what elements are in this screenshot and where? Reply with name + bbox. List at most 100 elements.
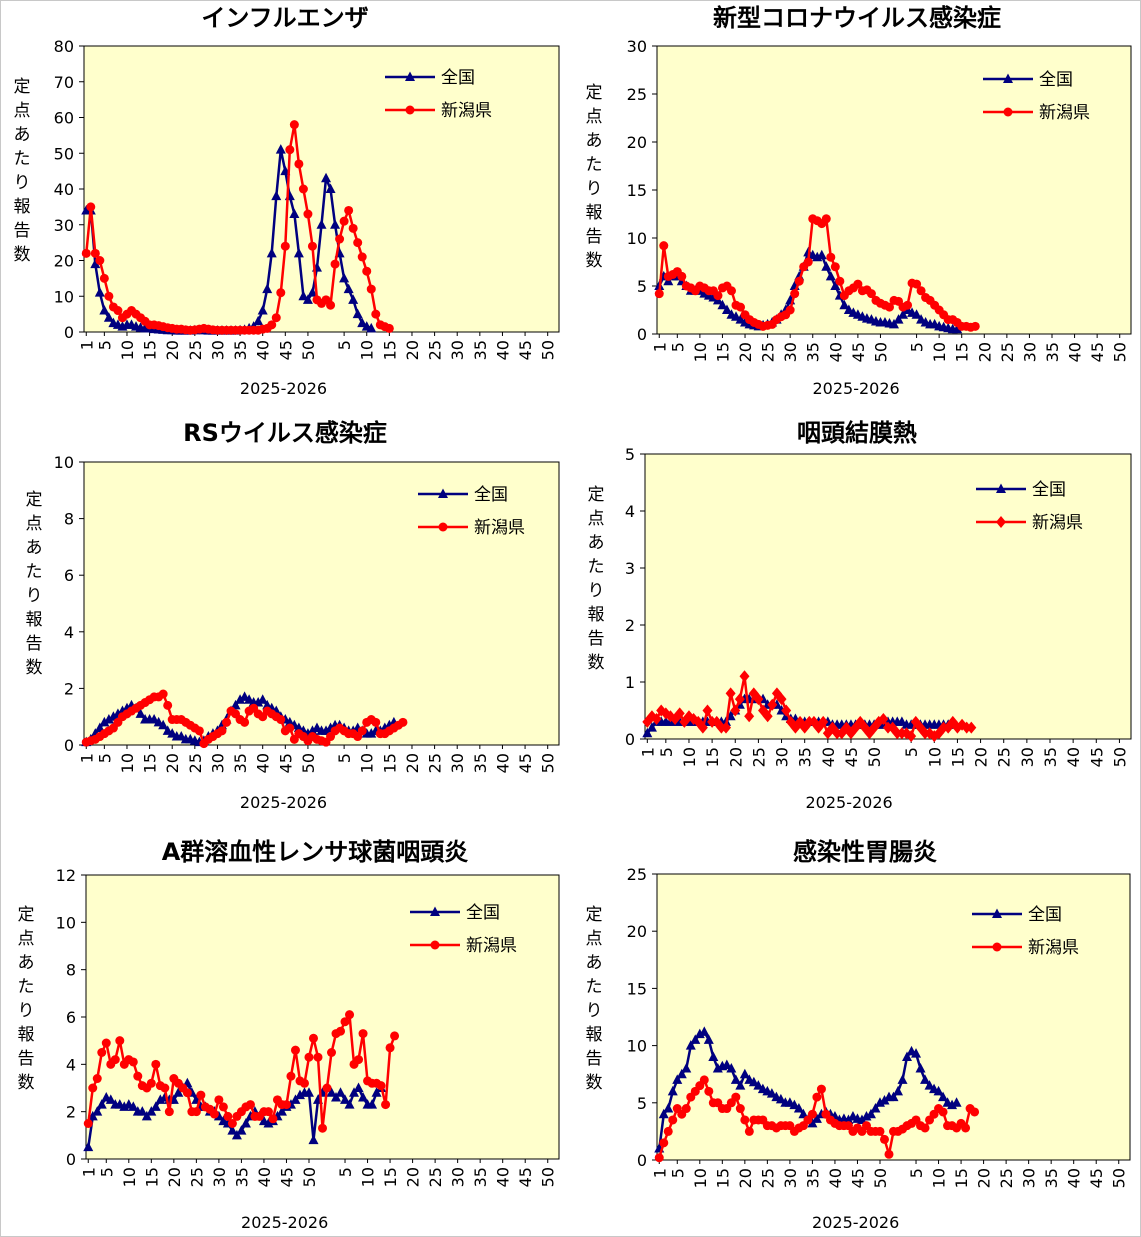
data-point — [856, 1114, 867, 1124]
y-tick-label: 30 — [54, 216, 74, 235]
x-tick-label: 45 — [848, 1168, 867, 1188]
y-tick-label: 0 — [625, 730, 635, 749]
data-point — [230, 699, 241, 710]
x-tick-label: 45 — [842, 747, 861, 767]
data-point — [843, 1114, 854, 1124]
data-point — [308, 1134, 319, 1145]
data-point — [307, 725, 318, 735]
legend-label: 全国 — [1039, 70, 1073, 90]
x-axis-label: 2025-2026 — [240, 793, 327, 812]
data-point — [133, 1071, 143, 1081]
data-point — [785, 305, 795, 315]
y-tick-label: 80 — [54, 37, 74, 56]
legend-marker — [430, 906, 440, 916]
x-tick-label: 15 — [380, 340, 399, 360]
data-point — [303, 209, 313, 219]
data-point — [307, 241, 317, 251]
data-point — [276, 288, 286, 298]
data-point — [830, 280, 841, 290]
y-axis-label-char: 定 — [26, 490, 43, 510]
y-axis-label-char: た — [14, 149, 31, 169]
data-point — [268, 1114, 278, 1124]
data-point — [339, 216, 349, 226]
x-tick-label: 10 — [680, 747, 699, 767]
x-tick-label: 1 — [650, 1168, 669, 1178]
data-point — [285, 723, 295, 733]
data-point — [289, 208, 300, 219]
data-point — [353, 238, 363, 248]
x-tick-label: 10 — [691, 342, 710, 362]
y-tick-label: 5 — [637, 277, 647, 296]
y-tick-label: 20 — [627, 922, 647, 941]
data-point — [275, 144, 286, 154]
y-tick-label: 0 — [64, 736, 74, 755]
x-tick-label: 35 — [471, 1167, 490, 1187]
y-axis-label-char: 報 — [586, 1025, 603, 1045]
data-point — [748, 1076, 759, 1087]
data-point — [160, 1083, 170, 1093]
x-tick-label: 1 — [638, 747, 657, 757]
x-tick-label: 30 — [1020, 342, 1039, 362]
data-point — [304, 1052, 314, 1062]
x-tick-label: 50 — [1110, 747, 1129, 767]
y-axis-label-char: あ — [586, 953, 603, 973]
data-point — [358, 1091, 369, 1102]
data-point — [781, 704, 792, 717]
data-point — [853, 279, 863, 289]
y-axis-label-char: り — [588, 581, 605, 601]
data-point — [888, 1091, 899, 1102]
data-point — [672, 1074, 683, 1084]
data-point — [766, 1088, 777, 1098]
series-niigata — [81, 689, 408, 749]
x-tick-label: 50 — [1111, 342, 1130, 362]
data-point — [164, 1107, 174, 1117]
data-point — [99, 305, 110, 315]
y-axis-label-char: 定 — [586, 83, 603, 103]
x-tick-label: 10 — [120, 1167, 139, 1187]
data-point — [676, 1068, 687, 1079]
data-point — [938, 1107, 948, 1117]
y-tick-label: 60 — [54, 109, 74, 128]
data-point — [97, 1048, 107, 1057]
x-tick-label: 45 — [276, 340, 295, 360]
data-point — [702, 704, 713, 717]
y-tick-label: 10 — [56, 913, 76, 932]
x-tick-label: 25 — [187, 1167, 206, 1187]
x-tick-label: 20 — [404, 1167, 423, 1187]
data-point — [321, 725, 332, 735]
data-point — [94, 722, 105, 733]
data-point — [194, 726, 204, 736]
x-tick-label: 25 — [426, 340, 445, 360]
y-axis-label-char: 点 — [586, 929, 603, 949]
y-axis-label-char: 告 — [26, 634, 43, 654]
legend-label: 新潟県 — [1028, 938, 1079, 958]
data-point — [793, 1103, 804, 1113]
y-axis-label-char: 告 — [586, 227, 603, 247]
data-point — [376, 1081, 386, 1091]
data-point — [667, 1085, 678, 1096]
data-point — [289, 120, 299, 130]
data-point — [912, 279, 922, 289]
data-point — [150, 1101, 161, 1111]
data-point — [366, 728, 377, 738]
data-point — [262, 283, 273, 294]
data-point — [340, 1094, 351, 1104]
data-point — [970, 1107, 980, 1117]
data-point — [227, 1125, 238, 1135]
x-tick-label: 25 — [998, 342, 1017, 362]
y-axis-label-char: り — [586, 1001, 603, 1021]
data-point — [866, 289, 876, 299]
data-point — [739, 670, 750, 683]
y-tick-label: 6 — [66, 1008, 76, 1027]
x-tick-label: 10 — [359, 1167, 378, 1187]
data-point — [668, 1115, 678, 1125]
x-tick-label: 35 — [804, 342, 823, 362]
data-point — [897, 1074, 908, 1084]
y-axis-label: 定点あたり報告数 — [588, 485, 605, 673]
x-tick-label: 30 — [781, 342, 800, 362]
data-point — [915, 1062, 926, 1073]
x-tick-label: 40 — [1066, 342, 1085, 362]
data-point — [344, 1099, 355, 1109]
data-point — [803, 257, 813, 267]
data-point — [354, 1055, 364, 1065]
